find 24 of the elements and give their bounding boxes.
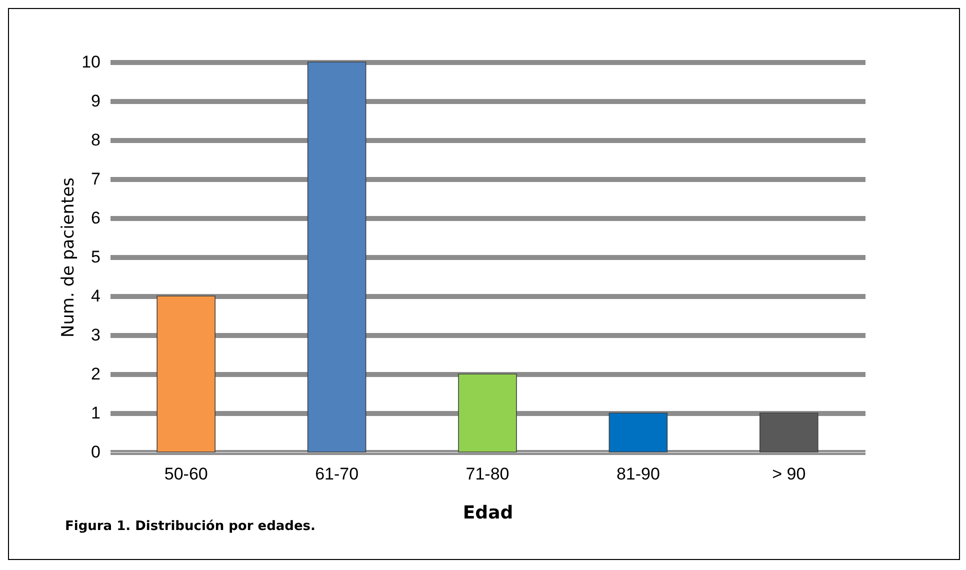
text: Figura 1. Distribución por edades.	[65, 519, 316, 534]
y-tick-label: 8	[91, 130, 100, 150]
x-tick-label: 71-80	[466, 464, 510, 484]
y-tick-label: 7	[91, 170, 100, 188]
bar	[759, 412, 818, 452]
bar	[307, 62, 366, 452]
bar	[458, 374, 517, 452]
x-tick-label: > 90	[772, 464, 806, 484]
y-tick-label: 1	[91, 404, 100, 422]
y-tick-label: 5	[91, 248, 100, 266]
y-tick-label: 6	[91, 208, 100, 228]
y-tick-label: 0	[91, 442, 100, 462]
y-tick-label: 9	[91, 92, 100, 110]
y-tick-label: 3	[91, 326, 100, 344]
y-tick-label: 4	[91, 286, 100, 306]
x-tick-label: 61-70	[315, 464, 359, 484]
bar	[608, 412, 668, 452]
x-axis-title: Edad	[462, 502, 514, 524]
x-tick-label: 81-90	[616, 464, 660, 484]
y-tick-label: 2	[91, 364, 100, 384]
y-tick-label: 10	[82, 52, 100, 72]
x-tick-label: 50-60	[164, 464, 208, 484]
y-axis-title: Num. de pacientes	[58, 177, 79, 338]
bar	[156, 296, 216, 452]
